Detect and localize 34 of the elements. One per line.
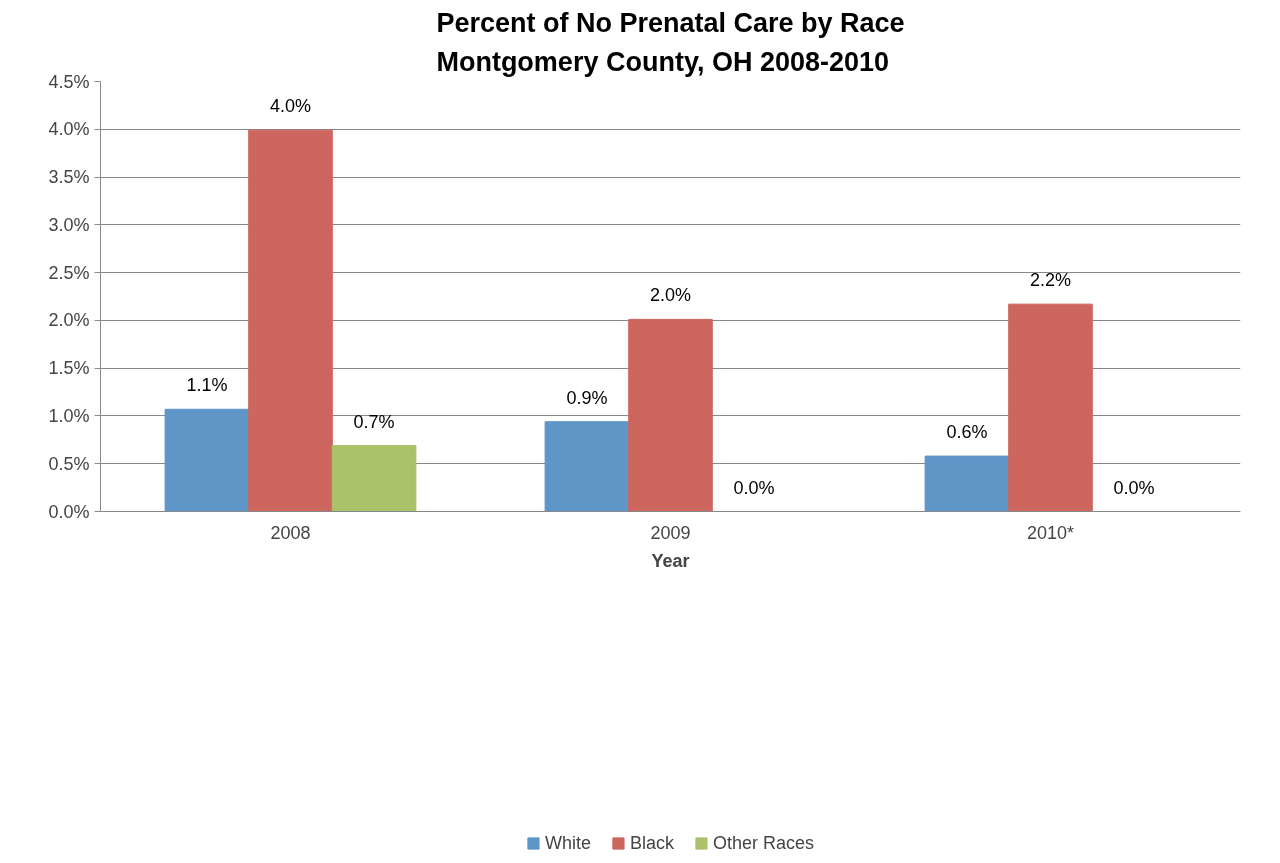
y-tick-label: 3.0% (48, 214, 90, 235)
legend-label: Black (629, 832, 674, 854)
legend-label: Other Races (712, 832, 815, 854)
data-label: 2.2% (1029, 270, 1072, 291)
bar (924, 455, 1010, 512)
data-label: 4.0% (269, 96, 312, 117)
y-tick-label: 2.0% (48, 310, 90, 331)
x-tick-label: 2009 (650, 522, 691, 543)
bar (1008, 303, 1093, 512)
y-tick-label: 0.0% (48, 501, 90, 522)
data-label: 0.7% (353, 411, 395, 432)
y-tick-label: 0.5% (48, 453, 90, 474)
data-label: 1.1% (186, 375, 228, 396)
data-label: 0.0% (733, 477, 775, 498)
data-label: 0.0% (1113, 477, 1155, 498)
legend-label: White (544, 832, 591, 854)
chart-title: Percent of No Prenatal Care by Race Montgomery County, OH 2008-2010 (436, 7, 905, 77)
data-label: 0.9% (566, 387, 608, 408)
bar (628, 318, 713, 512)
y-tick-label: 4.5% (48, 71, 90, 92)
bar (164, 408, 250, 512)
data-label: 2.0% (649, 285, 692, 306)
bar (331, 445, 417, 512)
bar (544, 421, 630, 512)
x-axis-title: Year (651, 550, 690, 571)
y-tick-label: 2.5% (48, 262, 90, 283)
y-tick-label: 4.0% (48, 119, 90, 140)
x-tick-label: 2008 (270, 522, 311, 543)
data-label: 0.6% (946, 422, 988, 443)
y-tick-label: 1.5% (48, 358, 90, 379)
y-tick-label: 3.5% (48, 167, 90, 188)
y-tick-label: 1.0% (48, 405, 90, 426)
bar (248, 129, 333, 512)
x-tick-label: 2010* (1026, 522, 1075, 543)
